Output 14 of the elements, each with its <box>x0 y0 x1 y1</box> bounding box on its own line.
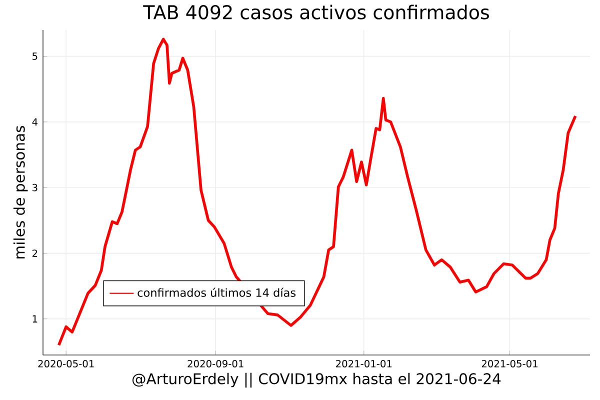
y-tick-label: 4 <box>32 118 38 126</box>
y-axis-title: miles de personas <box>13 126 28 258</box>
y-tick-label: 5 <box>32 52 38 60</box>
line-series <box>57 38 577 347</box>
x-tick-label: 2020-09-01 <box>188 360 244 368</box>
x-tick-label: 2021-05-01 <box>482 360 538 368</box>
y-tick-label: 1 <box>32 315 38 322</box>
x-tick-label: 2020-05-01 <box>38 360 94 368</box>
legend-label: confirmados últimos 14 días <box>138 288 296 297</box>
x-axis-title: @ArturoErdely || COVID19mx hasta el 2021-06-24 <box>132 372 501 388</box>
y-tick-label: 3 <box>32 184 38 192</box>
y-tick-label: 2 <box>32 250 38 257</box>
x-tick-label: 2021-01-01 <box>336 360 392 368</box>
chart-title: TAB 4092 casos activos confirmados <box>143 4 489 20</box>
